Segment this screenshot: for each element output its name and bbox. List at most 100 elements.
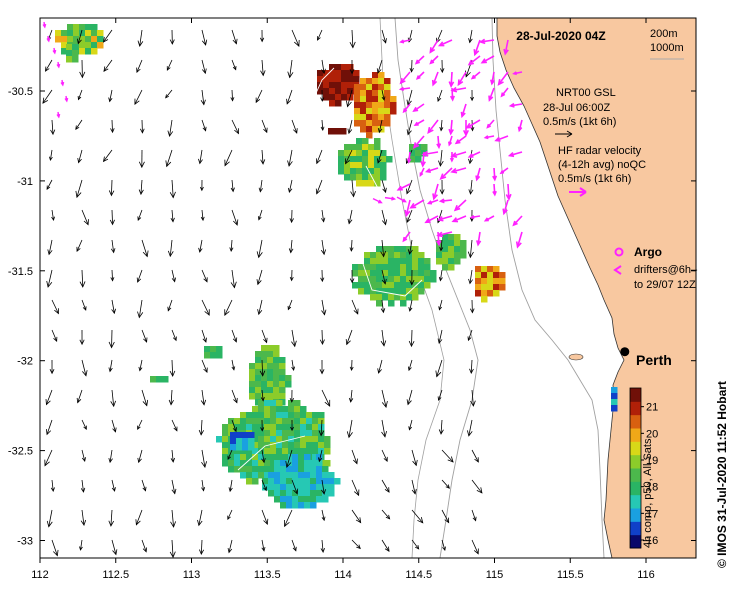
sst-pixel xyxy=(384,108,391,115)
sst-pixel xyxy=(294,400,301,407)
model-arrow xyxy=(111,539,118,556)
radar-arrow xyxy=(424,167,439,173)
sst-pixel xyxy=(368,144,375,151)
radar-arrow xyxy=(419,167,425,177)
radar-arrow xyxy=(406,151,412,164)
sst-pixel xyxy=(268,484,275,491)
model-arrow xyxy=(199,179,204,192)
sst-pixel xyxy=(242,438,249,445)
model-arrow xyxy=(291,359,296,372)
model-arrow xyxy=(201,359,208,374)
model-arrow xyxy=(350,179,356,198)
sst-pixel xyxy=(362,138,369,145)
model-arrow xyxy=(284,509,293,528)
sst-pixel xyxy=(298,478,305,485)
sst-pixel xyxy=(246,466,253,473)
sst-pixel xyxy=(335,64,342,71)
sst-pixel xyxy=(294,442,301,449)
isobath-label-200m: 200m xyxy=(650,28,678,40)
radar-arrow xyxy=(450,86,467,93)
sst-pixel xyxy=(288,406,295,413)
sst-pixel xyxy=(366,108,373,115)
sst-pixel xyxy=(324,436,331,443)
sst-pixel xyxy=(268,490,275,497)
lon-tick-label: 114 xyxy=(334,569,352,581)
sst-pixel xyxy=(97,30,104,37)
sst-pixel xyxy=(298,490,305,497)
sst-pixel xyxy=(162,376,169,383)
model-arrow xyxy=(291,29,300,47)
model-legend-title: NRT00 GSL xyxy=(556,87,616,99)
sst-pixel xyxy=(329,100,336,107)
sst-pixel xyxy=(322,496,329,503)
sst-pixel xyxy=(611,393,618,400)
sst-pixel xyxy=(376,264,383,271)
model-arrow xyxy=(470,299,475,314)
sst-pixel xyxy=(380,150,387,157)
sst-pixel xyxy=(234,418,241,425)
sst-pixel xyxy=(280,466,287,473)
sst-pixel xyxy=(360,102,367,109)
sst-pixel xyxy=(372,108,379,115)
sst-pixel xyxy=(270,418,277,425)
sst-pixel xyxy=(493,266,500,273)
sst-pixel xyxy=(364,264,371,271)
sst-pixel xyxy=(372,78,379,85)
isobath-label-1000m: 1000m xyxy=(650,42,684,54)
sst-pixel xyxy=(236,432,243,439)
sst-pixel xyxy=(372,72,379,79)
sst-pixel xyxy=(306,430,313,437)
sst-pixel xyxy=(55,30,62,37)
sst-pixel xyxy=(360,84,367,91)
sst-pixel xyxy=(267,375,274,382)
model-arrow xyxy=(108,509,115,527)
colorbar-tick-label: 19 xyxy=(646,455,658,467)
sst-pixel xyxy=(276,400,283,407)
sst-pixel xyxy=(384,78,391,85)
rottnest-island xyxy=(568,353,584,361)
sst-pixel xyxy=(288,400,295,407)
model-arrow xyxy=(411,539,420,550)
model-arrow xyxy=(321,209,326,223)
sst-pixel xyxy=(335,100,342,107)
sst-pixel xyxy=(240,472,247,479)
sst-pixel xyxy=(252,442,259,449)
sst-pixel xyxy=(418,258,425,265)
model-arrow xyxy=(224,149,233,167)
radar-legend-title: HF radar velocity xyxy=(558,145,642,157)
model-arrow xyxy=(81,449,86,462)
radar-arrow xyxy=(494,135,509,142)
sst-pixel xyxy=(246,472,253,479)
sst-pixel xyxy=(442,240,449,247)
model-arrow xyxy=(257,299,263,316)
radar-arrow xyxy=(483,135,495,140)
sst-pixel xyxy=(378,78,385,85)
sst-pixel xyxy=(352,282,359,289)
colorbar-segment xyxy=(630,428,641,442)
sst-pixel xyxy=(388,276,395,283)
sst-pixel xyxy=(273,381,280,388)
radar-arrow xyxy=(457,71,467,87)
sst-pixel xyxy=(352,264,359,271)
sst-pixel xyxy=(366,126,373,133)
sst-pixel xyxy=(286,466,293,473)
sst-pixel xyxy=(358,276,365,283)
sst-pixel xyxy=(341,70,348,77)
model-arrow xyxy=(135,509,143,526)
radar-arrow xyxy=(451,215,467,223)
sst-pixel xyxy=(73,30,80,37)
sst-pixel xyxy=(436,258,443,265)
sst-pixel xyxy=(270,400,277,407)
sst-pixel xyxy=(312,454,319,461)
model-arrow xyxy=(291,479,299,495)
sst-pixel xyxy=(364,288,371,295)
sst-pixel xyxy=(394,270,401,277)
radar-arrow xyxy=(505,183,512,201)
sst-pixel xyxy=(406,282,413,289)
sst-pixel xyxy=(388,264,395,271)
sst-pixel xyxy=(329,94,336,101)
model-arrow xyxy=(286,89,293,105)
sst-pixel xyxy=(372,126,379,133)
sst-pixel xyxy=(390,102,397,109)
sst-pixel xyxy=(388,270,395,277)
